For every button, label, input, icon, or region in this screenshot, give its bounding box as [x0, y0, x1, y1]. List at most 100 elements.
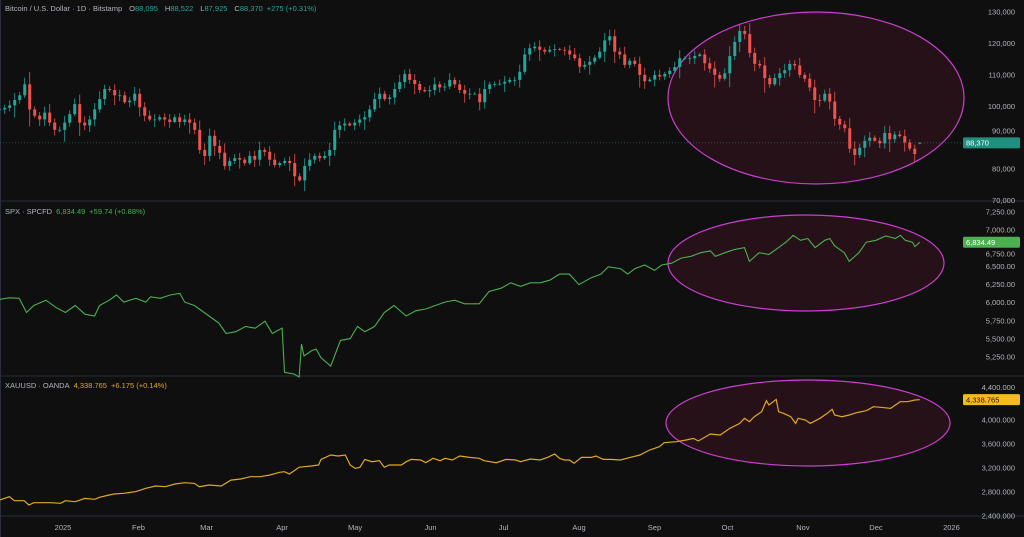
btc-candle-body [458, 84, 462, 90]
btc-candle [383, 90, 387, 102]
btc-candle [398, 74, 402, 93]
btc-candle-body [758, 63, 762, 66]
gold-symbol-title[interactable]: XAUUSD · OANDA [5, 381, 70, 390]
btc-candle [273, 153, 277, 168]
price-axes[interactable]: 130,000 120,000 110,000 100,000 90,000 80,000… [982, 8, 1015, 521]
btc-candle-body [693, 56, 697, 59]
btc-candle [603, 32, 607, 63]
btc-candle [348, 121, 352, 127]
btc-candle [598, 47, 602, 60]
btc-last-price-label: 88,370 [966, 138, 989, 147]
btc-candle [908, 139, 912, 151]
btc-candle-body [143, 107, 147, 116]
spx-legend[interactable]: SPX · SPCFD 6,834.49 +59.74 (+0.88%) [5, 207, 145, 216]
spx-highlight-ellipse[interactable] [667, 214, 945, 312]
btc-candle-body [778, 73, 782, 79]
btc-candle [508, 77, 512, 84]
btc-candle-body [658, 74, 662, 77]
btc-candle [688, 54, 692, 65]
btc-candle [663, 71, 667, 80]
btc-candle-body [793, 63, 797, 66]
btc-candle-body [28, 84, 32, 110]
btc-candle [768, 74, 772, 88]
btc-candle-body [393, 89, 397, 98]
btc-candle-body [118, 95, 122, 97]
gold-highlight-ellipse[interactable] [665, 379, 951, 467]
btc-candle-body [333, 129, 337, 150]
btc-candle-body [743, 30, 747, 35]
btc-candle [133, 86, 137, 106]
spx-symbol-title[interactable]: SPX · SPCFD [5, 207, 53, 216]
spx-last-value: 6,834.49 [56, 207, 86, 216]
btc-candle [503, 75, 507, 93]
btc-candle-body [403, 73, 407, 83]
btc-candle [8, 100, 12, 112]
btc-candle-body [163, 117, 167, 120]
btc-candle [338, 120, 342, 138]
price-axis-tick-label: 6,750.00 [986, 250, 1015, 259]
price-axis-tick-label: 7,000.00 [986, 226, 1015, 235]
btc-candle [248, 151, 252, 166]
btc-candle-body [388, 97, 392, 100]
btc-candle [358, 114, 362, 127]
btc-candle-body [83, 122, 87, 126]
btc-candle [28, 72, 32, 127]
btc-candle [78, 94, 82, 137]
btc-candle [643, 67, 647, 89]
btc-candle-body [608, 36, 612, 41]
btc-candle [118, 89, 122, 102]
btc-candle [623, 46, 627, 68]
btc-candle-body [683, 58, 687, 60]
btc-legend[interactable]: Bitcoin / U.S. Dollar · 1D · Bitstamp O8… [5, 4, 316, 13]
gold-legend[interactable]: XAUUSD · OANDA 4,338.765 +6.175 (+0.14%) [5, 381, 167, 390]
btc-candle-body [638, 63, 642, 75]
btc-candle-body [383, 93, 387, 100]
btc-candle-body [303, 165, 307, 181]
price-axis-tick-label: 100,000 [988, 102, 1015, 111]
btc-last-price-label-bg [963, 137, 1020, 149]
btc-symbol-title[interactable]: Bitcoin / U.S. Dollar · 1D · Bitstamp [5, 4, 123, 13]
time-axis[interactable]: 2025 Feb Mar Apr May Jun Jul Aug Sep Oct Nov Dec 202… [55, 523, 960, 532]
btc-candle [638, 56, 642, 88]
btc-candle [838, 115, 842, 130]
btc-candle [268, 146, 272, 166]
btc-candle-body [183, 119, 187, 122]
btc-candle-body [663, 73, 667, 77]
btc-candle [853, 141, 857, 166]
btc-candle [753, 47, 757, 72]
btc-candle [368, 105, 372, 122]
btc-candle [608, 29, 612, 46]
btc-candle [538, 40, 542, 61]
btc-candle-body [63, 122, 67, 130]
price-axis-tick-label: 6,000.00 [986, 298, 1015, 307]
btc-candle [318, 152, 322, 162]
btc-candle-body [833, 101, 837, 119]
btc-candle-body [568, 50, 572, 55]
btc-candle [0, 108, 2, 111]
btc-candle [843, 120, 847, 133]
btc-candle [423, 86, 427, 93]
btc-candle-body [828, 93, 832, 102]
btc-candle [73, 98, 77, 117]
btc-candle [438, 81, 442, 93]
btc-candle [38, 111, 42, 127]
btc-candle [628, 58, 632, 69]
btc-candle-body [8, 105, 12, 108]
btc-candle-body [278, 163, 282, 166]
btc-candle [313, 153, 317, 164]
btc-candle [418, 80, 422, 94]
btc-candle [408, 68, 412, 84]
btc-candle-body [518, 71, 522, 80]
price-axis-tick-label: 7,250.00 [986, 208, 1015, 217]
btc-candle [698, 52, 702, 57]
btc-candle-body [173, 117, 177, 122]
btc-candle-body [413, 79, 417, 85]
btc-candle [738, 25, 742, 53]
time-axis-tick-label: Apr [276, 523, 288, 532]
btc-candle [763, 57, 767, 93]
btc-candle [403, 69, 407, 89]
spx-last-price-label-bg [963, 236, 1020, 248]
btc-candle-body [708, 63, 712, 69]
